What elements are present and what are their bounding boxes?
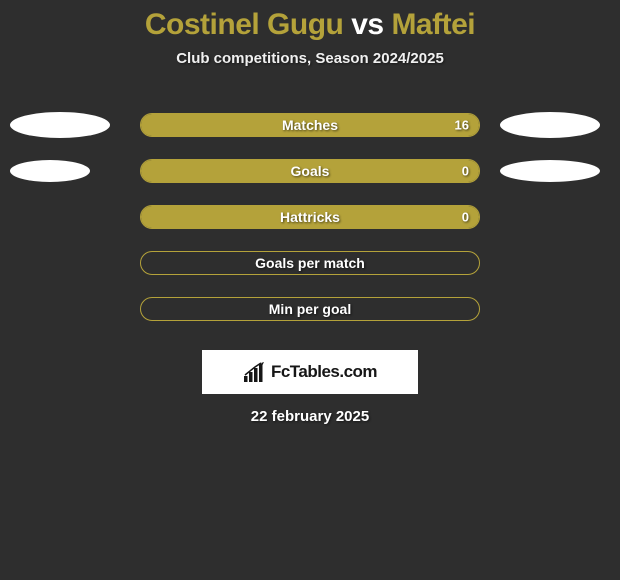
stat-bar: Goals0 bbox=[140, 159, 480, 183]
logo-text: FcTables.com bbox=[271, 362, 377, 382]
stat-label: Min per goal bbox=[141, 301, 479, 317]
page-title: Costinel Gugu vs Maftei bbox=[0, 8, 620, 42]
left-ellipse bbox=[10, 112, 110, 138]
right-ellipse bbox=[500, 112, 600, 138]
comparison-chart: Matches16 Goals0 Hattricks0 Goals per match… bbox=[0, 102, 620, 332]
stat-row: Goals per match bbox=[0, 240, 620, 286]
title-vs: vs bbox=[351, 8, 383, 41]
stat-row: Min per goal bbox=[0, 286, 620, 332]
subtitle: Club competitions, Season 2024/2025 bbox=[0, 50, 620, 67]
left-ellipse bbox=[10, 160, 90, 182]
stat-bar: Goals per match bbox=[140, 251, 480, 275]
stat-label: Goals per match bbox=[141, 255, 479, 271]
bars-icon bbox=[243, 362, 267, 382]
stat-bar: Min per goal bbox=[140, 297, 480, 321]
logo-box: FcTables.com bbox=[202, 350, 418, 394]
stat-bar-fill bbox=[141, 206, 479, 228]
stat-bar: Matches16 bbox=[140, 113, 480, 137]
date-line: 22 february 2025 bbox=[0, 408, 620, 425]
stat-bar-fill bbox=[141, 160, 479, 182]
header: Costinel Gugu vs Maftei Club competition… bbox=[0, 0, 620, 67]
right-ellipse bbox=[500, 160, 600, 182]
stat-row: Matches16 bbox=[0, 102, 620, 148]
stat-row: Goals0 bbox=[0, 148, 620, 194]
title-left-name: Costinel Gugu bbox=[145, 8, 344, 41]
stat-bar-fill bbox=[141, 114, 479, 136]
stat-row: Hattricks0 bbox=[0, 194, 620, 240]
title-right-name: Maftei bbox=[391, 8, 475, 41]
stat-bar: Hattricks0 bbox=[140, 205, 480, 229]
